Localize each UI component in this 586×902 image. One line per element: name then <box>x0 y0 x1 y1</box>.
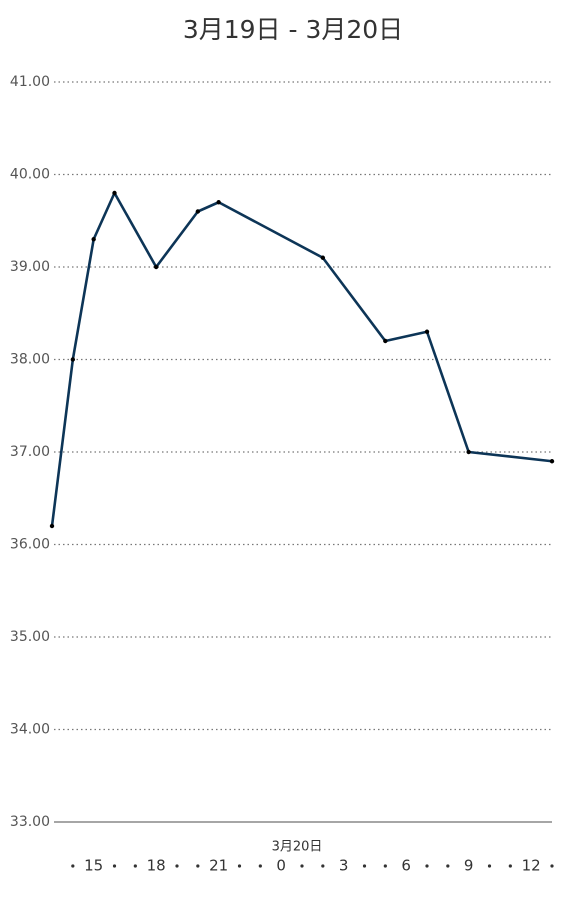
point <box>112 190 117 196</box>
point <box>383 338 388 344</box>
x-annotation: 3月20日 <box>272 840 323 855</box>
point <box>195 209 201 214</box>
x-minor-dot <box>133 864 137 868</box>
point <box>466 449 471 455</box>
x-minor-dot <box>196 864 200 868</box>
x-minor-dot <box>487 864 492 868</box>
y-tick-label: 39.00 <box>10 259 50 275</box>
x-tick-label: 3 <box>339 857 349 875</box>
y-tick-label: 37.00 <box>10 444 50 460</box>
x-tick-label: 18 <box>147 857 166 875</box>
x-tick-label: 0 <box>276 857 286 875</box>
x-minor-dot <box>175 864 179 868</box>
y-tick-label: 38.00 <box>10 352 50 368</box>
x-minor-dot <box>300 864 304 868</box>
x-tick-label: 6 <box>401 857 411 875</box>
point <box>91 237 96 242</box>
point <box>424 329 430 334</box>
x-minor-dot <box>258 864 262 868</box>
chart-title: 3月19日 - 3月20日 <box>183 15 403 44</box>
x-minor-dot <box>446 864 450 868</box>
x-minor-dot <box>321 864 325 868</box>
x-minor-dot <box>71 864 75 868</box>
x-tick-label: 15 <box>84 857 103 875</box>
point <box>216 200 221 205</box>
x-minor-dot <box>550 864 554 868</box>
x-minor-dot <box>362 864 367 868</box>
x-minor-dot <box>425 864 429 868</box>
point <box>320 255 326 260</box>
point <box>549 459 555 464</box>
y-tick-label: 41.00 <box>10 74 50 90</box>
x-tick-label: 9 <box>464 857 474 875</box>
y-tick-label: 36.00 <box>10 537 50 553</box>
x-minor-dot <box>508 864 512 868</box>
x-tick-label: 12 <box>522 857 541 875</box>
y-tick-label: 33.00 <box>10 814 50 830</box>
y-tick-label: 35.00 <box>10 629 50 645</box>
x-minor-dot <box>237 864 242 868</box>
point <box>153 264 159 270</box>
x-minor-dot <box>112 864 117 868</box>
x-tick-label: 21 <box>209 857 228 875</box>
y-tick-label: 40.00 <box>10 167 50 183</box>
line <box>50 191 553 527</box>
y-tick-label: 34.00 <box>10 722 50 738</box>
x-minor-dot <box>383 864 387 868</box>
point <box>70 357 76 362</box>
point <box>49 523 55 529</box>
